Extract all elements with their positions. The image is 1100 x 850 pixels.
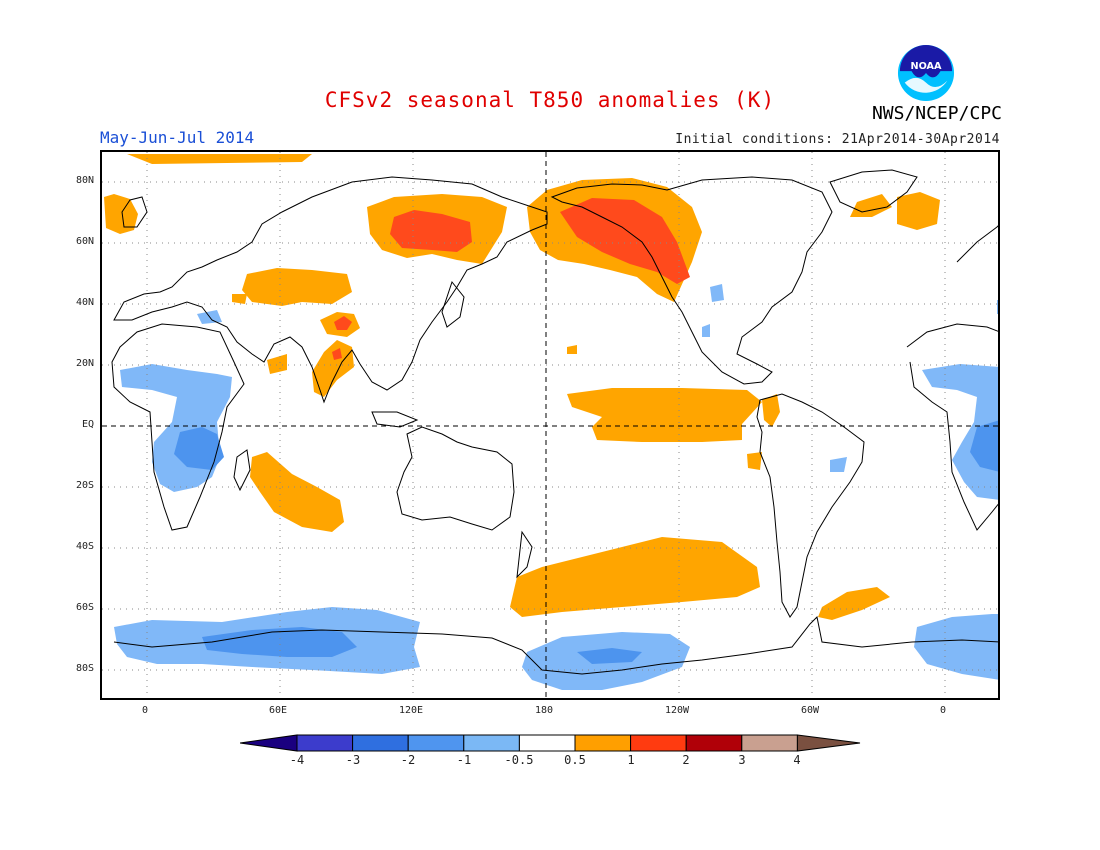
map-canvas	[102, 152, 998, 698]
colorbar-high-arrow	[796, 734, 861, 752]
lon-label-0: 0	[141, 705, 149, 716]
coastlines	[111, 169, 998, 675]
colorbar	[240, 734, 861, 752]
svg-text:NOAA: NOAA	[911, 61, 943, 72]
equator-dateline	[102, 152, 998, 698]
colorbar-label: -1	[456, 753, 472, 767]
lat-label-20n: 20N	[75, 358, 94, 369]
lat-label-40n: 40N	[75, 297, 94, 308]
lon-label-180: 180	[534, 705, 554, 716]
season-label: May-Jun-Jul 2014	[100, 128, 255, 147]
colorbar-label: 2	[682, 753, 690, 767]
lat-label-40s: 40S	[75, 541, 94, 552]
lat-label-20s: 20S	[75, 480, 94, 491]
anomaly-map	[100, 150, 1000, 700]
colorbar-label: 3	[738, 753, 746, 767]
lat-label-eq: EQ	[81, 419, 94, 430]
lon-label-0-east: 0	[939, 705, 947, 716]
initial-conditions-label: Initial conditions: 21Apr2014-30Apr2014	[675, 132, 1000, 147]
colorbar-label: 0.5	[564, 753, 586, 767]
colorbar-label: -4	[289, 753, 305, 767]
colorbar-label: -0.5	[504, 753, 534, 767]
lat-label-80s: 80S	[75, 663, 94, 674]
graticule	[102, 152, 998, 698]
map-title: CFSv2 seasonal T850 anomalies (K)	[324, 88, 776, 112]
colorbar-low-arrow	[240, 734, 298, 752]
strong-warm-anomaly-regions	[332, 198, 690, 360]
lon-label-60w: 60W	[800, 705, 820, 716]
agency-label: NWS/NCEP/CPC	[871, 103, 1002, 124]
strong-cool-anomaly-regions	[174, 420, 998, 664]
colorbar-label: 4	[793, 753, 801, 767]
lon-label-120e: 120E	[398, 705, 424, 716]
lon-label-120w: 120W	[664, 705, 690, 716]
lat-label-60s: 60S	[75, 602, 94, 613]
lat-label-80n: 80N	[75, 175, 94, 186]
colorbar-label: -3	[345, 753, 361, 767]
lat-label-60n: 60N	[75, 236, 94, 247]
colorbar-label: -2	[400, 753, 416, 767]
lon-label-60e: 60E	[268, 705, 288, 716]
colorbar-label: 1	[627, 753, 635, 767]
noaa-logo: NOAA	[897, 44, 955, 102]
